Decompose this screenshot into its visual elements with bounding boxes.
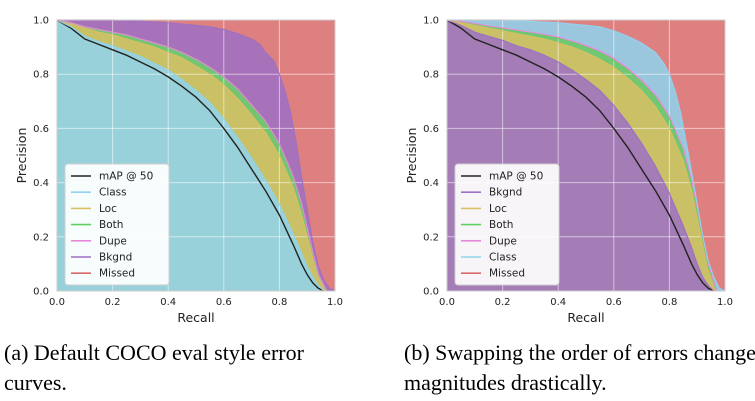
chart-panel-b: 0.0 0.2 0.4 0.6 0.8 1.0 0.0 0.2 0.4 0.6 0.8 1.0 Reca… — [390, 0, 750, 330]
legend-label: Missed — [489, 268, 525, 280]
pr-error-chart-b: 0.0 0.2 0.4 0.6 0.8 1.0 0.0 0.2 0.4 0.6 0.8 1.0 Reca… — [404, 16, 733, 326]
x-tick-label: 0.0 — [439, 297, 455, 308]
curve-bkgnd — [57, 19, 336, 292]
legend-label: Missed — [99, 268, 135, 280]
x-tick-label: 0.6 — [216, 297, 232, 308]
x-tick-label: 1.0 — [717, 297, 733, 308]
legend-label: Bkgnd — [99, 252, 132, 264]
chart-panel-a: 0.0 0.2 0.4 0.6 0.8 1.0 0.0 0.2 0.4 0.6 0.8 1.0 Reca… — [0, 0, 360, 330]
pr-error-chart-a: 0.0 0.2 0.4 0.6 0.8 1.0 0.0 0.2 0.4 0.6 0.8 1.0 Reca… — [14, 16, 343, 326]
legend-label: Class — [99, 187, 127, 199]
y-tick-label: 0.8 — [423, 70, 439, 81]
caption-b: (b) Swapping the order of errors changes… — [404, 340, 755, 395]
legend-label: Loc — [489, 203, 507, 215]
y-tick-label: 1.0 — [33, 16, 49, 27]
plot-frame — [56, 19, 336, 292]
legend-label: mAP @ 50 — [489, 171, 543, 183]
legend-label: Bkgnd — [489, 187, 522, 199]
plot-frame — [446, 19, 726, 292]
legend-label: mAP @ 50 — [99, 171, 153, 183]
y-tick-label: 0.6 — [33, 124, 49, 135]
caption-a: (a) Default COCO eval style error curves… — [4, 340, 304, 395]
x-tick-label: 0.8 — [271, 297, 287, 308]
x-tick-label: 0.2 — [105, 297, 121, 308]
y-tick-label: 0.8 — [33, 70, 49, 81]
y-tick-label: 0.0 — [33, 287, 49, 298]
x-tick-label: 0.8 — [661, 297, 677, 308]
legend-box — [454, 163, 560, 286]
legend-label: Both — [489, 219, 513, 231]
y-tick-label: 1.0 — [423, 16, 439, 27]
x-tick-label: 0.4 — [550, 297, 566, 308]
legend-label: Dupe — [489, 235, 517, 247]
x-tick-label: 0.6 — [606, 297, 622, 308]
y-tick-label: 0.6 — [423, 124, 439, 135]
curve-map-50 — [56, 19, 325, 292]
legend-label: Both — [99, 219, 123, 231]
legend-label: Dupe — [99, 235, 127, 247]
x-tick-label: 0.4 — [160, 297, 176, 308]
x-axis-label: Recall — [177, 310, 214, 325]
legend-label: Class — [489, 252, 517, 264]
y-tick-label: 0.2 — [423, 232, 439, 243]
y-tick-label: 0.2 — [33, 232, 49, 243]
curve-class — [447, 19, 726, 292]
curve-loc — [56, 19, 328, 292]
legend-box — [64, 163, 170, 286]
curve-dupe — [446, 19, 718, 292]
x-tick-label: 0.2 — [495, 297, 511, 308]
curve-class — [56, 19, 325, 292]
y-tick-label: 0.4 — [33, 178, 49, 189]
x-tick-label: 1.0 — [327, 297, 343, 308]
curve-map-50 — [446, 19, 715, 292]
curve-bkgnd — [446, 19, 715, 292]
x-axis-label: Recall — [567, 310, 604, 325]
y-axis-label: Precision — [404, 128, 419, 184]
y-tick-label: 0.0 — [423, 287, 439, 298]
x-tick-label: 0.0 — [49, 297, 65, 308]
y-axis-label: Precision — [14, 128, 29, 184]
curve-dupe — [56, 19, 328, 292]
legend-label: Loc — [99, 203, 117, 215]
y-tick-label: 0.4 — [423, 178, 439, 189]
curve-loc — [446, 19, 718, 292]
